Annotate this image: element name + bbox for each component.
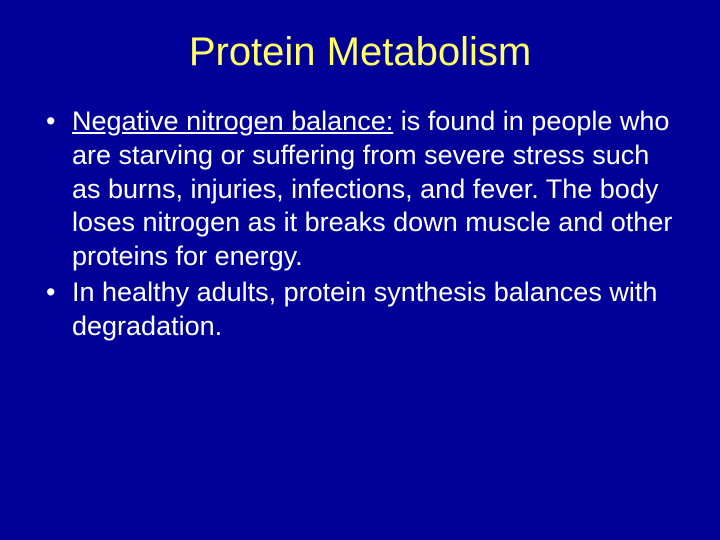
bullet-lead-underlined: Negative nitrogen balance: [72, 106, 393, 136]
bullet-list: Negative nitrogen balance: is found in p… [46, 105, 680, 343]
list-item: In healthy adults, protein synthesis bal… [46, 276, 680, 344]
bullet-text: In healthy adults, protein synthesis bal… [72, 277, 657, 341]
slide: Protein Metabolism Negative nitrogen bal… [0, 0, 720, 540]
slide-title: Protein Metabolism [40, 30, 680, 75]
list-item: Negative nitrogen balance: is found in p… [46, 105, 680, 274]
